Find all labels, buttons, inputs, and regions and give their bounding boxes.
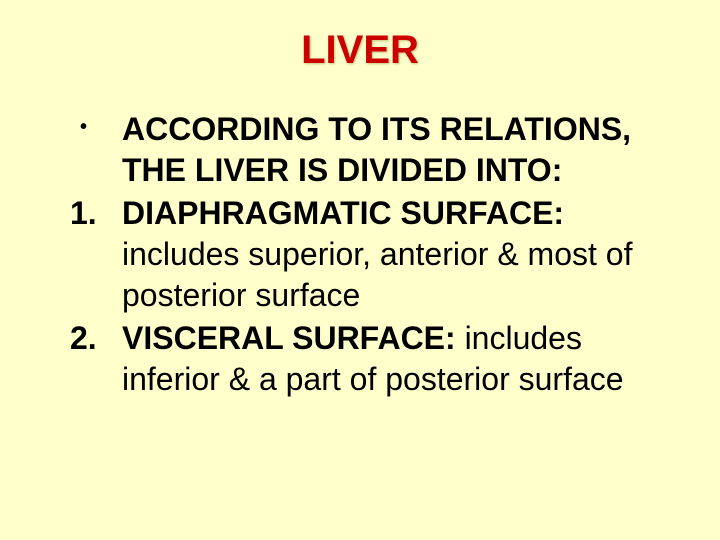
item-bold-text: ACCORDING TO ITS RELATIONS, THE LIVER IS… [122, 111, 631, 188]
bullet-marker: • [70, 109, 122, 191]
slide-content: • ACCORDING TO ITS RELATIONS, THE LIVER … [40, 109, 680, 400]
list-item: • ACCORDING TO ITS RELATIONS, THE LIVER … [70, 109, 680, 191]
list-item: 1. DIAPHRAGMATIC SURFACE: includes super… [70, 193, 680, 316]
item-text: ACCORDING TO ITS RELATIONS, THE LIVER IS… [122, 109, 680, 191]
item-bold-text: VISCERAL SURFACE: [122, 320, 465, 356]
item-text: DIAPHRAGMATIC SURFACE: includes superior… [122, 193, 680, 316]
slide-title: LIVER [40, 28, 680, 73]
number-marker: 1. [70, 193, 122, 316]
slide-container: LIVER • ACCORDING TO ITS RELATIONS, THE … [0, 0, 720, 540]
title-text: LIVER [301, 28, 419, 72]
item-bold-text: DIAPHRAGMATIC SURFACE: [122, 195, 564, 231]
item-normal-text: includes superior, anterior & most of po… [122, 236, 632, 313]
item-text: VISCERAL SURFACE: includes inferior & a … [122, 318, 680, 400]
list-item: 2. VISCERAL SURFACE: includes inferior &… [70, 318, 680, 400]
number-marker: 2. [70, 318, 122, 400]
